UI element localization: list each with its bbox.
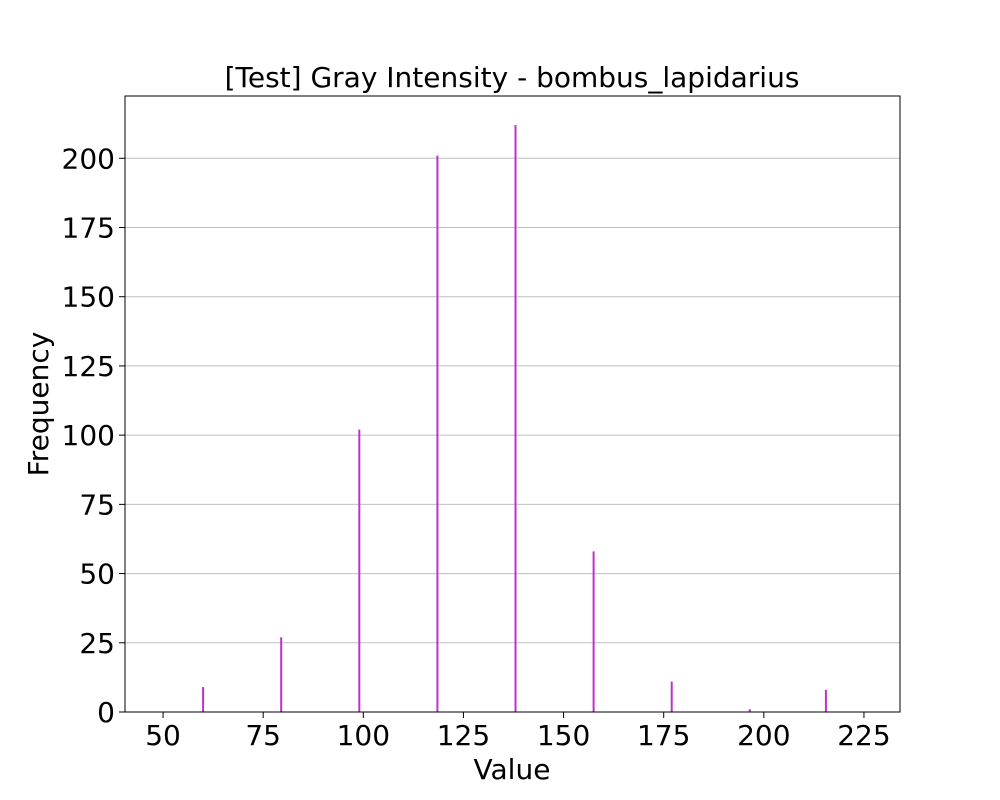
plot-frame bbox=[124, 95, 901, 713]
x-tick-label: 225 bbox=[837, 719, 890, 752]
y-tick-label: 100 bbox=[62, 419, 115, 452]
histogram-bar bbox=[280, 637, 283, 712]
x-tick-label: 50 bbox=[145, 719, 181, 752]
x-tick-label: 100 bbox=[337, 719, 390, 752]
histogram-bar bbox=[202, 687, 205, 712]
y-tick-label: 175 bbox=[62, 212, 115, 245]
y-tick-label: 200 bbox=[62, 142, 115, 175]
histogram-bar bbox=[824, 689, 827, 712]
histogram-bar bbox=[592, 551, 595, 712]
y-tick-label: 50 bbox=[79, 558, 115, 591]
x-axis-label: Value bbox=[474, 753, 551, 786]
y-tick-label: 25 bbox=[79, 627, 115, 660]
x-tick-label: 125 bbox=[437, 719, 490, 752]
histogram-bar bbox=[514, 125, 517, 713]
axis-ticks: 0 25 50 75 100 125 150 175 200 50 75 100 125 150 175 20… bbox=[62, 142, 891, 752]
x-tick-label: 75 bbox=[245, 719, 281, 752]
x-tick-label: 175 bbox=[637, 719, 690, 752]
y-tick-label: 0 bbox=[97, 696, 115, 729]
histogram-bar bbox=[358, 429, 361, 712]
y-tick-label: 125 bbox=[62, 350, 115, 383]
y-tick-label: 150 bbox=[62, 281, 115, 314]
histogram-bar bbox=[748, 709, 751, 712]
y-tick-label: 75 bbox=[79, 488, 115, 521]
chart-title: [Test] Gray Intensity - bombus_lapidariu… bbox=[225, 61, 800, 94]
y-axis-label: Frequency bbox=[22, 332, 55, 477]
gridlines bbox=[125, 157, 900, 644]
x-tick-label: 200 bbox=[737, 719, 790, 752]
bars bbox=[202, 125, 827, 713]
histogram-bar bbox=[436, 155, 439, 713]
x-tick-label: 150 bbox=[537, 719, 590, 752]
histogram-bar bbox=[670, 681, 673, 712]
